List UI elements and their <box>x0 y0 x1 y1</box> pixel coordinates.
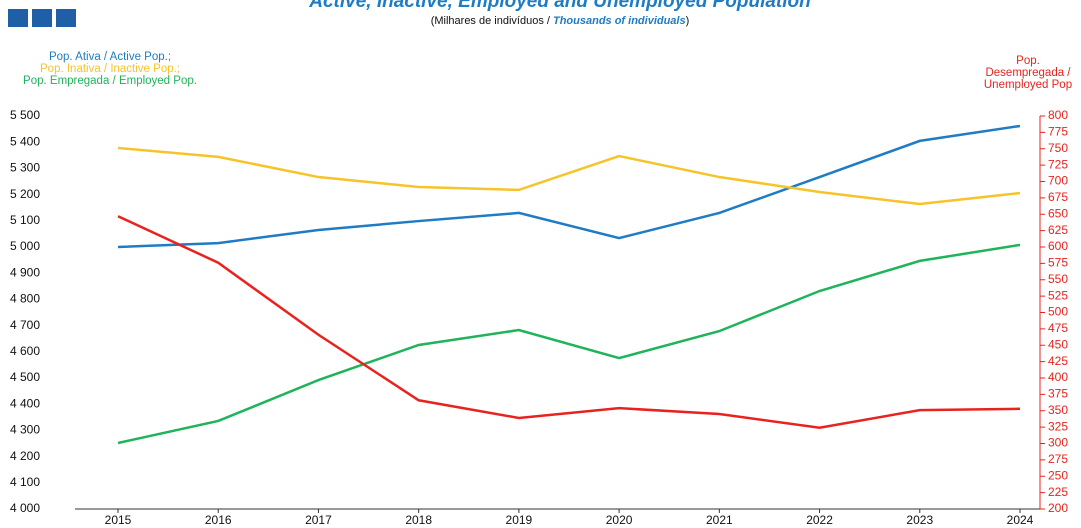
y2-tick-label: 375 <box>1048 387 1068 401</box>
logo-square <box>8 9 28 27</box>
y-tick-label: 4 100 <box>10 475 40 489</box>
x-tick-label: 2018 <box>405 513 432 527</box>
y-tick-label: 4 600 <box>10 344 40 358</box>
y2-tick-label: 250 <box>1048 468 1068 482</box>
y2-tick-label: 325 <box>1048 419 1068 433</box>
y2-tick-label: 275 <box>1048 452 1068 466</box>
subtitle-part: (Milhares de indivíduos / <box>431 15 553 27</box>
axis-legend-entry: Pop. Desempregada / Unemployed Pop <box>983 55 1073 91</box>
y2-tick-label: 700 <box>1048 174 1068 188</box>
x-tick-label: 2019 <box>506 513 533 527</box>
series-line <box>117 243 1021 445</box>
y2-tick-label: 225 <box>1048 485 1068 499</box>
x-tick-label: 2024 <box>1007 513 1034 527</box>
y2-tick-label: 725 <box>1048 157 1068 171</box>
y2-tick-label: 675 <box>1048 190 1068 204</box>
logo-square <box>32 9 52 27</box>
x-tick-label: 2016 <box>205 513 232 527</box>
y2-tick-label: 750 <box>1048 141 1068 155</box>
x-tick-label: 2022 <box>806 513 833 527</box>
y2-tick-label: 450 <box>1048 337 1068 351</box>
y-tick-label: 4 400 <box>10 396 40 410</box>
x-tick-label: 2017 <box>305 513 332 527</box>
y2-tick-label: 650 <box>1048 206 1068 220</box>
y-tick-label: 4 300 <box>10 423 40 437</box>
axis-legend-entry: Pop. Ativa / Active Pop.; <box>48 51 172 63</box>
y2-tick-label: 350 <box>1048 403 1068 417</box>
axis-legend-entry: Pop. Empregada / Employed Pop. <box>23 75 197 87</box>
y-tick-label: 5 300 <box>10 161 40 175</box>
y-tick-label: 5 000 <box>10 239 40 253</box>
subtitle-part: Thousands of individuals <box>553 15 686 27</box>
axis-legend-entry: Pop. Inativa / Inactive Pop.; <box>40 63 180 75</box>
x-tick-label: 2020 <box>606 513 633 527</box>
y-tick-label: 4 800 <box>10 292 40 306</box>
y2-tick-label: 300 <box>1048 436 1068 450</box>
chart-subtitle: (Milhares de indivíduos / Thousands of i… <box>431 15 690 27</box>
y2-tick-label: 575 <box>1048 256 1068 270</box>
subtitle-part: ) <box>686 15 690 27</box>
y2-tick-label: 500 <box>1048 305 1068 319</box>
y2-tick-label: 200 <box>1048 501 1068 515</box>
y2-tick-label: 400 <box>1048 370 1068 384</box>
y2-tick-label: 525 <box>1048 288 1068 302</box>
series-line <box>117 146 1021 206</box>
y-tick-label: 4 700 <box>10 318 40 332</box>
y-tick-label: 5 200 <box>10 187 40 201</box>
y2-tick-label: 475 <box>1048 321 1068 335</box>
left-axis-legend: Pop. Ativa / Active Pop.; Pop. Inativa / … <box>10 51 210 87</box>
y-tick-label: 5 100 <box>10 213 40 227</box>
x-tick-label: 2021 <box>706 513 733 527</box>
y-tick-label: 5 500 <box>10 108 40 122</box>
series-line <box>117 124 1021 249</box>
x-tick-label: 2023 <box>906 513 933 527</box>
chart-title: Active, Inactive, Employed and Unemploye… <box>308 0 811 12</box>
y-tick-label: 4 000 <box>10 501 40 515</box>
y2-tick-label: 800 <box>1048 108 1068 122</box>
x-tick-label: 2015 <box>105 513 132 527</box>
y2-tick-label: 600 <box>1048 239 1068 253</box>
y2-tick-label: 775 <box>1048 125 1068 139</box>
right-axis-legend: Pop. Desempregada / Unemployed Pop <box>978 55 1078 91</box>
y2-tick-label: 625 <box>1048 223 1068 237</box>
y-tick-label: 4 900 <box>10 265 40 279</box>
y-tick-label: 5 400 <box>10 134 40 148</box>
logo-square <box>56 9 76 27</box>
series-line <box>117 215 1021 430</box>
y2-tick-label: 425 <box>1048 354 1068 368</box>
y-tick-label: 4 500 <box>10 370 40 384</box>
y2-tick-label: 550 <box>1048 272 1068 286</box>
y-tick-label: 4 200 <box>10 449 40 463</box>
